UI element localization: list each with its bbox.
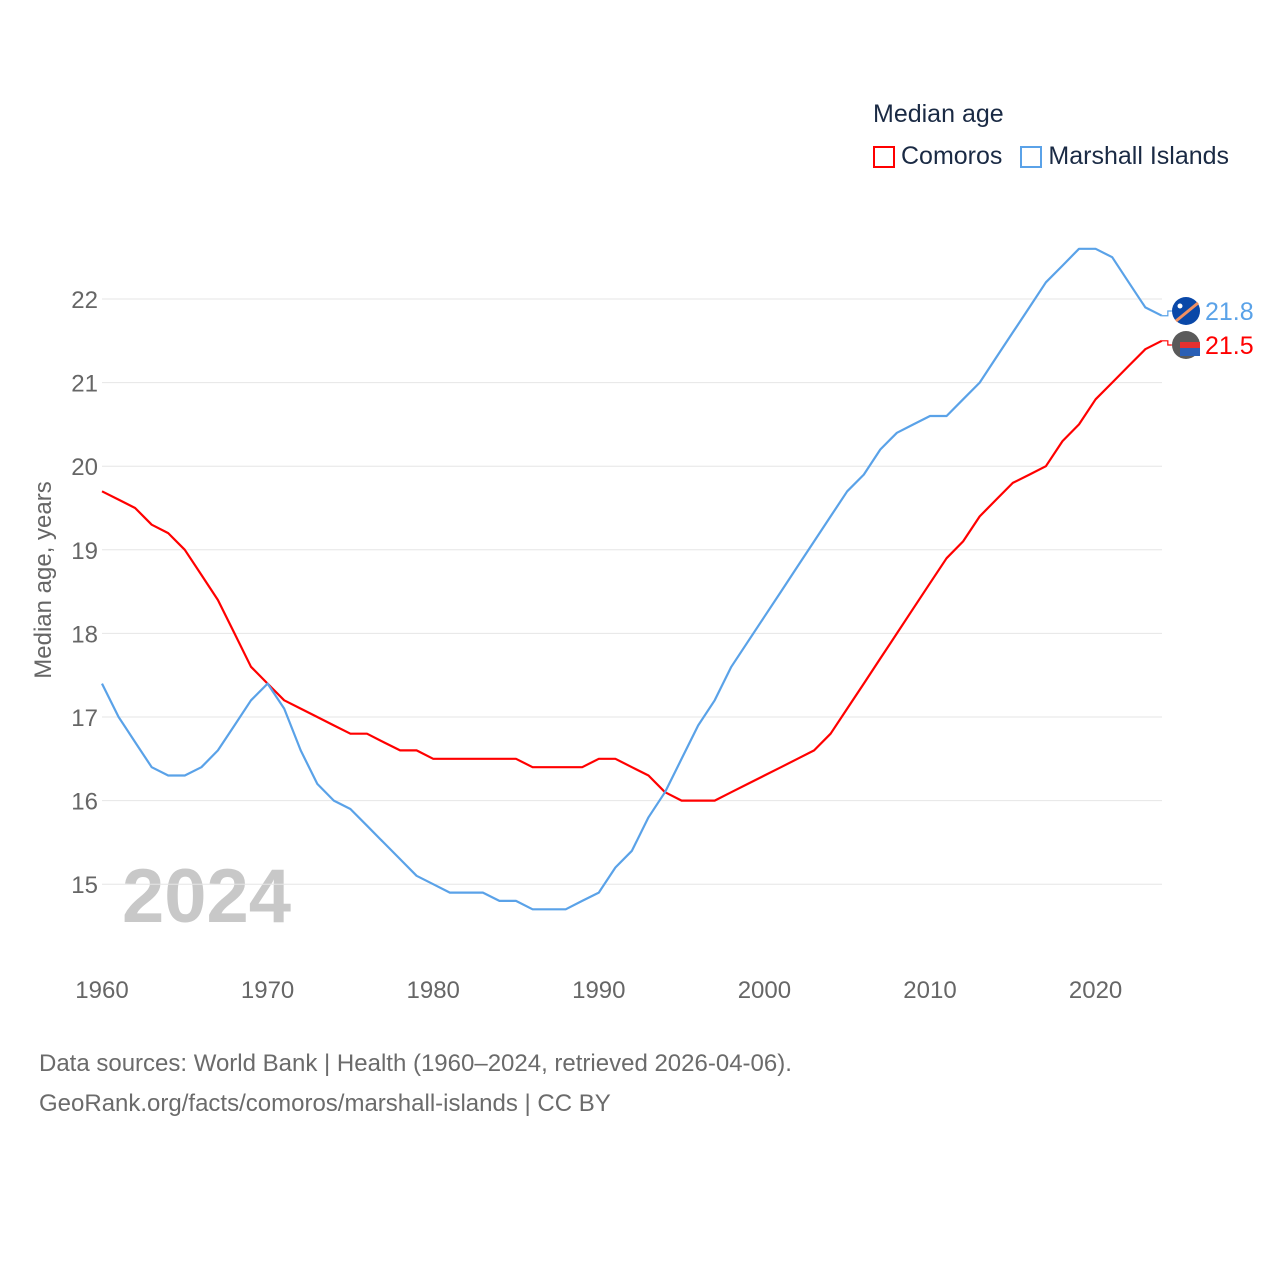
y-tick-label: 17 [71, 705, 98, 732]
y-tick-label: 19 [71, 538, 98, 565]
x-tick-label: 1980 [407, 977, 460, 1004]
y-tick-label: 18 [71, 621, 98, 648]
x-tick-label: 1970 [241, 977, 294, 1004]
legend-item-marshall-islands[interactable]: Marshall Islands [1020, 142, 1229, 171]
flag-stripe [1175, 301, 1199, 323]
x-tick-label: 2020 [1069, 977, 1122, 1004]
legend-swatch-comoros [873, 145, 895, 168]
end-connector [1161, 340, 1172, 346]
source-line-1: Data sources: World Bank | Health (1960–… [39, 1050, 792, 1077]
legend: Comoros Marshall Islands [873, 142, 1229, 171]
series-line-comoros [101, 339, 1163, 802]
x-tick-label: 1960 [75, 977, 128, 1004]
y-tick-label: 22 [71, 287, 98, 314]
flag-stripe [1180, 348, 1200, 356]
source-note: Data sources: World Bank | Health (1960–… [39, 1044, 792, 1124]
y-tick-label: 16 [71, 789, 98, 816]
x-tick-label: 2000 [738, 977, 791, 1004]
y-axis-label: Median age, years [30, 481, 57, 678]
legend-label: Marshall Islands [1048, 142, 1230, 170]
legend-swatch-marshall-islands [1020, 145, 1043, 168]
year-watermark: 2024 [122, 854, 291, 939]
y-tick-label: 21 [71, 371, 98, 398]
end-value-label: 21.8 [1205, 298, 1254, 326]
y-tick-label: 15 [71, 872, 98, 899]
legend-label: Comoros [901, 142, 1003, 170]
legend-title: Median age [873, 100, 1004, 128]
y-tick-label: 20 [71, 454, 98, 481]
x-tick-label: 2010 [903, 977, 956, 1004]
flag-stripe [1180, 342, 1200, 348]
end-connector [1161, 310, 1172, 317]
series-line-marshall-islands [101, 247, 1163, 911]
end-value-label: 21.5 [1205, 332, 1254, 360]
x-tick-label: 1990 [572, 977, 625, 1004]
legend-item-comoros[interactable]: Comoros [873, 142, 1002, 171]
flag-star [1177, 303, 1183, 309]
source-line-2[interactable]: GeoRank.org/facts/comoros/marshall-islan… [39, 1090, 611, 1117]
